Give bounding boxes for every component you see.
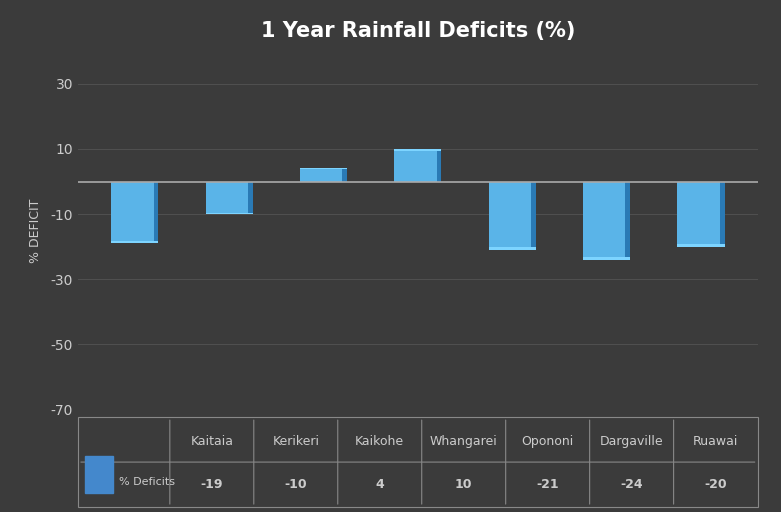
Text: -20: -20 <box>704 478 727 491</box>
Bar <box>677 244 725 247</box>
Bar <box>111 182 154 243</box>
Text: Kaikohe: Kaikohe <box>355 435 405 448</box>
Bar <box>154 182 159 243</box>
Title: 1 Year Rainfall Deficits (%): 1 Year Rainfall Deficits (%) <box>261 22 575 41</box>
Bar <box>342 168 347 182</box>
Bar <box>85 456 112 494</box>
Bar <box>248 182 253 214</box>
Bar <box>720 182 725 247</box>
Text: 4: 4 <box>376 478 384 491</box>
Text: % Deficits: % Deficits <box>119 477 176 487</box>
Bar <box>205 182 248 214</box>
Bar <box>300 168 342 182</box>
Bar <box>300 168 347 169</box>
Bar <box>583 182 626 260</box>
Text: -24: -24 <box>620 478 643 491</box>
Bar <box>677 182 720 247</box>
Text: Opononi: Opononi <box>522 435 574 448</box>
Bar <box>583 257 630 260</box>
Bar <box>394 149 437 182</box>
Text: -21: -21 <box>537 478 559 491</box>
Bar <box>489 247 536 250</box>
Y-axis label: % DEFICIT: % DEFICIT <box>30 198 42 263</box>
Bar <box>437 149 441 182</box>
Bar <box>205 213 253 214</box>
Text: Ruawai: Ruawai <box>693 435 738 448</box>
Text: 10: 10 <box>455 478 473 491</box>
Text: Whangarei: Whangarei <box>430 435 497 448</box>
Bar <box>111 241 159 243</box>
Text: -10: -10 <box>284 478 307 491</box>
Text: -19: -19 <box>201 478 223 491</box>
Text: Kaitaia: Kaitaia <box>191 435 234 448</box>
Bar <box>489 182 531 250</box>
Bar <box>394 149 441 151</box>
Bar <box>531 182 536 250</box>
Text: Kerikeri: Kerikeri <box>273 435 319 448</box>
Bar <box>626 182 630 260</box>
Text: Dargaville: Dargaville <box>600 435 663 448</box>
